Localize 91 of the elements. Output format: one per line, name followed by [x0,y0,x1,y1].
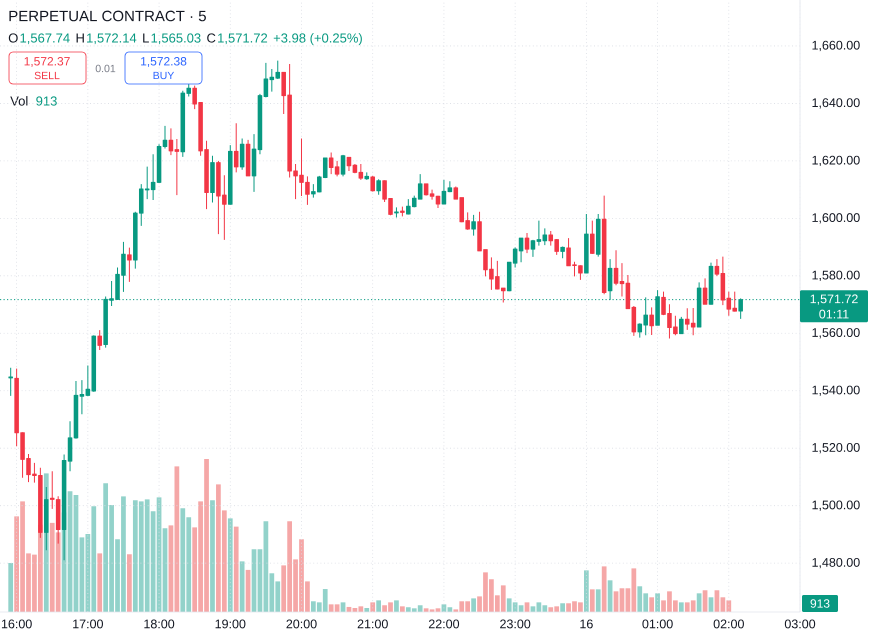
bar [400,606,405,612]
y-tick-label: 1,520.00 [812,443,860,454]
bar [8,563,14,612]
bar [340,602,346,612]
candlestick [340,154,346,177]
candlestick [471,214,476,236]
annotation: H [76,34,84,42]
ref-line-label: 1,571.72 [810,294,858,305]
y-tick-label: 1,660.00 [812,40,860,52]
y-tick-label: 1,500.00 [812,500,860,511]
annotation: O [8,33,18,43]
candlestick [240,138,244,170]
bar [649,597,654,612]
candlestick [127,247,132,282]
annotation: 913 [36,96,57,106]
bar [590,589,595,612]
bar [602,566,607,612]
x-tick-label: 21:00 [358,619,388,628]
y-tick-label: 1,560.00 [812,328,860,338]
bar [210,500,215,612]
text: PERPETUAL CONTRACT · 5 [9,10,206,22]
annotation: 1,572.37 [24,57,70,67]
annotation: Vol [10,96,28,106]
annotation: BUY [154,72,174,80]
x-tick-label: 20:00 [286,619,317,628]
x-tick-label: 22:00 [428,619,460,628]
bar [655,593,660,612]
y-tick-label: 1,480.00 [812,558,860,568]
bar [394,600,399,612]
y-tick-label: 1,600.00 [812,213,860,224]
bar [608,580,612,612]
y-tick-label: 1,620.00 [812,156,860,166]
annotation: 1,571.72 [218,33,268,44]
annotation: 1,572.14 [87,33,136,44]
bar [596,589,601,612]
candlestick [702,278,708,306]
annotation: 0.01 [96,64,116,72]
candlestick [596,214,601,258]
annotation: C [207,33,216,43]
bar [240,561,245,612]
annotation: SELL [34,72,60,80]
x-tick-label: 03:00 [784,619,816,628]
candlestick [246,139,250,177]
y-tick-label: 1,540.00 [812,386,860,396]
bar [127,554,132,612]
x-tick-label: 16 [580,619,593,628]
candlestick [376,178,381,196]
candlestick [228,144,233,206]
candlestick [602,195,606,295]
y-tick-label: 1,580.00 [812,270,860,281]
candlestick [590,220,595,254]
x-tick-label: 23:00 [500,619,530,628]
bar [524,602,530,612]
bar [560,603,565,612]
x-tick-label: 17:00 [73,619,103,628]
candlestick [8,367,13,396]
y-tick-label: 1,640.00 [812,98,860,109]
candlestick [364,172,370,180]
annotation: 1,567.74 [20,33,70,44]
candlestick [234,122,238,173]
annotation: 1,565.03 [152,33,201,44]
x-tick-label: 19:00 [216,619,246,628]
candlestick [394,206,399,218]
text: 01:11 [819,310,849,319]
candlestick [400,206,405,217]
bar [228,518,233,612]
candlestick [584,214,589,274]
x-tick-label: 18:00 [144,619,174,628]
candlestick [738,298,743,320]
bar [708,597,714,612]
bar [471,598,476,612]
x-tick-label: 16:00 [2,619,32,628]
bar [246,570,250,612]
annotation: 1,572.38 [141,57,186,67]
bar [234,526,239,612]
bar [97,553,102,612]
annotation: L [143,34,149,42]
candlestick [370,175,375,192]
bar [376,600,382,612]
text: 913 [810,599,830,608]
x-tick-label: 01:00 [642,619,673,628]
x-tick-label: 02:00 [714,619,744,628]
candlestick [649,306,654,336]
candlestick [97,330,102,350]
candlestick [524,232,530,254]
bar [696,593,702,612]
annotation: +3.98 (+0.25%) [274,33,362,46]
candlestick [560,246,565,259]
bar [702,590,708,612]
candlestick [679,316,684,335]
candlestick [210,155,215,204]
